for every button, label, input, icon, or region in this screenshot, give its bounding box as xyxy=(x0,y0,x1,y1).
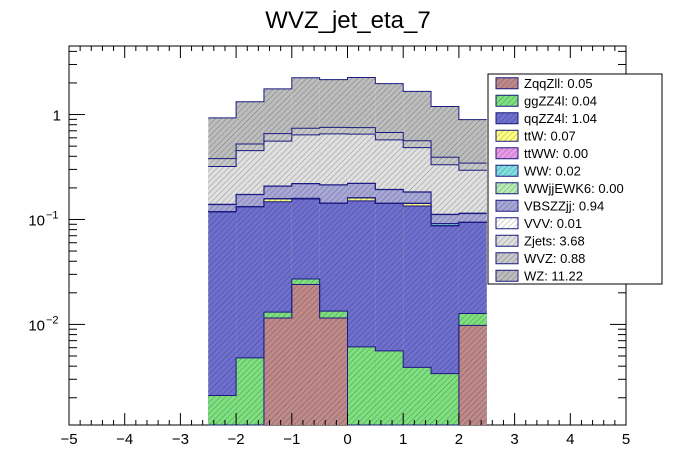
legend-label-wvz: WVZ: 0.88 xyxy=(524,251,585,266)
y-tick-label: 10 xyxy=(28,212,45,229)
y-tick-label: 1 xyxy=(53,108,61,125)
legend-swatch-hatch-vbszzjj xyxy=(496,200,518,212)
bar-hatch-zqqzll-bin-9 xyxy=(458,325,487,425)
x-tick-label: −2 xyxy=(228,431,245,448)
legend-swatch-hatch-wvz xyxy=(496,252,518,264)
legend-swatch-hatch-ttw xyxy=(496,130,518,142)
x-tick-label: 4 xyxy=(566,431,574,448)
legend-label-zjets: Zjets: 3.68 xyxy=(524,233,585,248)
x-tick-label: 5 xyxy=(622,431,630,448)
bar-hatch-qqzz4l-bin-0 xyxy=(208,211,237,425)
legend-swatch-hatch-zjets xyxy=(496,235,518,247)
legend-swatch-hatch-zqqzll xyxy=(496,77,518,89)
bar-hatch-ggzz4l-bin-5 xyxy=(347,346,376,425)
legend: ZqqZll: 0.05 ggZZ4l: 0.04 qqZZ4l: 1.04 ttW:… xyxy=(487,73,663,285)
legend-label-wwjjewk6: WWjjEWK6: 0.00 xyxy=(524,181,624,196)
legend-swatch-hatch-qqzz4l xyxy=(496,112,518,124)
outline-qqzz4l xyxy=(208,198,487,227)
series-outlines xyxy=(208,77,487,426)
outline-zqqzll xyxy=(208,284,487,426)
legend-label-ggzz4l: ggZZ4l: 0.04 xyxy=(524,93,597,108)
x-tick-label: −3 xyxy=(172,431,189,448)
y-tick-exponent: −1 xyxy=(46,209,59,221)
legend-label-ww: WW: 0.02 xyxy=(524,163,581,178)
outline-wz xyxy=(208,77,487,121)
bar-hatch-ggzz4l-bin-6 xyxy=(375,350,404,425)
x-tick-label: −5 xyxy=(60,431,77,448)
chart-title: WVZ_jet_eta_7 xyxy=(265,7,430,34)
y-tick-label: 10 xyxy=(28,317,45,334)
legend-label-wz: WZ: 11.22 xyxy=(524,268,583,283)
x-tick-label: 1 xyxy=(399,431,407,448)
x-tick-label: −1 xyxy=(283,431,300,448)
legend-swatch-hatch-ggzz4l xyxy=(496,95,518,107)
legend-swatch-hatch-wz xyxy=(496,270,518,282)
x-tick-label: 2 xyxy=(455,431,463,448)
legend-label-ttw: ttW: 0.07 xyxy=(524,128,576,143)
y-tick-exponent: −2 xyxy=(46,314,59,326)
bar-hatch-zqqzll-bin-2 xyxy=(263,318,292,425)
bar-hatch-ggzz4l-bin-0 xyxy=(208,395,237,425)
bar-hatch-ggzz4l-bin-1 xyxy=(236,357,264,425)
legend-label-vbszzjj: VBSZZjj: 0.94 xyxy=(524,198,604,213)
legend-swatch-hatch-wwjjewk6 xyxy=(496,182,518,194)
legend-label-vvv: VVV: 0.01 xyxy=(524,216,582,231)
legend-swatch-hatch-ww xyxy=(496,165,518,177)
y-axis: 10 −210 −11 xyxy=(28,50,626,399)
x-tick-label: −4 xyxy=(116,431,133,448)
legend-swatch-hatch-ttww xyxy=(496,147,518,159)
x-tick-label: 0 xyxy=(343,431,351,448)
stacked-bars xyxy=(208,77,487,426)
legend-label-zqqzll: ZqqZll: 0.05 xyxy=(524,76,593,91)
x-tick-label: 3 xyxy=(510,431,518,448)
legend-label-ttww: ttWW: 0.00 xyxy=(524,146,588,161)
bar-hatch-zqqzll-bin-4 xyxy=(319,318,348,425)
outline-zjets xyxy=(208,133,487,171)
legend-box xyxy=(487,73,663,285)
bar-hatch-ggzz4l-bin-7 xyxy=(403,367,432,425)
legend-label-qqzz4l: qqZZ4l: 1.04 xyxy=(524,111,597,126)
bar-hatch-zqqzll-bin-3 xyxy=(291,284,320,425)
x-axis: −5 −4 −3 −2 −1 0 1 2 3 4 5 xyxy=(60,46,630,448)
bar-hatch-ggzz4l-bin-8 xyxy=(431,373,459,425)
legend-swatch-hatch-vvv xyxy=(496,217,518,229)
